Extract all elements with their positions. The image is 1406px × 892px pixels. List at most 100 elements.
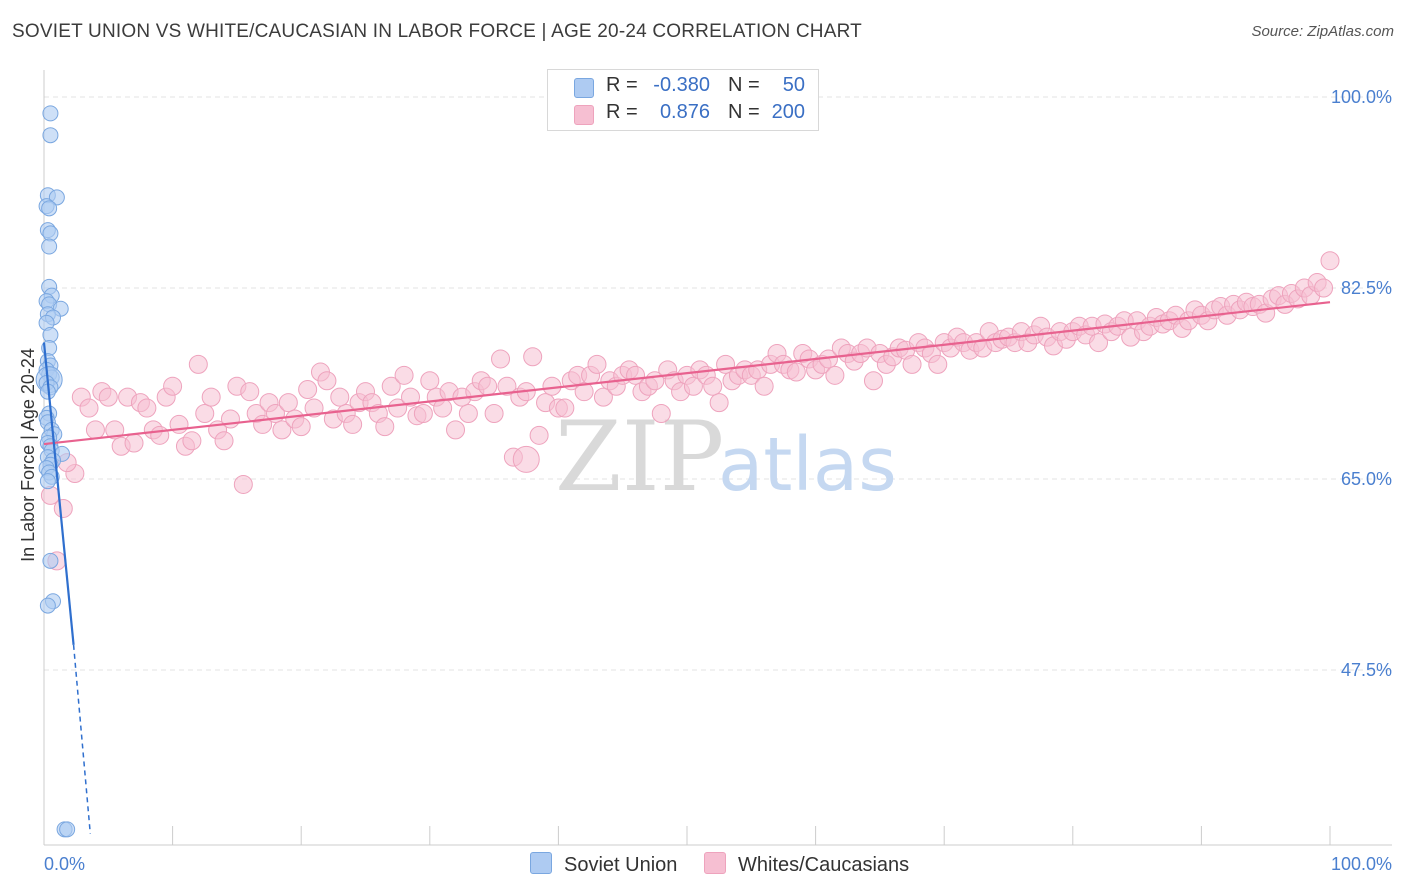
whites-point: [98, 387, 118, 407]
whites-point: [863, 371, 883, 391]
soviet-point: [42, 127, 59, 144]
watermark-zip: ZIP: [555, 401, 724, 513]
whites-point: [240, 382, 260, 402]
whites-point: [53, 498, 73, 518]
whites-point: [195, 404, 215, 424]
whites-point: [85, 420, 105, 440]
whites-point: [651, 404, 671, 424]
whites-point: [291, 417, 311, 437]
chart-title: SOVIET UNION VS WHITE/CAUCASIAN IN LABOR…: [12, 21, 862, 42]
whites-point: [330, 387, 350, 407]
whites-point: [683, 376, 703, 396]
whites-point: [420, 371, 440, 391]
legend-row-white: R = 0.876 N = 200: [548, 101, 818, 127]
whites-point: [317, 371, 337, 391]
bottom-legend-soviet: Soviet Union: [530, 852, 677, 877]
y-tick-label: 82.5%: [1341, 278, 1392, 298]
y-tick-label: 100.0%: [1331, 87, 1392, 107]
legend-n-value: 200: [771, 101, 805, 123]
x-tick-label: 100.0%: [1331, 854, 1392, 874]
whites-point: [137, 398, 157, 418]
y-axis-label: In Labor Force | Age 20-24: [18, 348, 38, 562]
whites-point: [79, 398, 99, 418]
legend-row-soviet: R = -0.380 N = 50: [548, 74, 818, 100]
whites-point: [188, 354, 208, 374]
tick-labels: 47.5% 65.0% 82.5% 100.0% 0.0% 100.0%: [44, 87, 1392, 874]
whites-point: [484, 404, 504, 424]
soviet-point: [42, 552, 59, 569]
legend-swatch-white: [574, 105, 594, 125]
whites-point: [458, 404, 478, 424]
x-tick-label: 0.0%: [44, 854, 85, 874]
whites-point: [529, 425, 549, 445]
source-label: Source: ZipAtlas.com: [1251, 23, 1394, 40]
bottom-legend-label-soviet: Soviet Union: [564, 854, 678, 876]
soviet-point: [48, 189, 65, 206]
watermark-atlas: atlas: [718, 422, 897, 508]
soviet-point: [42, 105, 59, 122]
whites-point: [233, 474, 253, 494]
whites-point: [150, 425, 170, 445]
whites-point: [1314, 278, 1334, 298]
whites-trend-line: [43, 301, 1331, 446]
bottom-legend-label-white: Whites/Caucasians: [738, 854, 910, 876]
legend-r-label: R =: [606, 74, 638, 96]
whites-point: [786, 362, 806, 382]
whites-point: [105, 420, 125, 440]
whites-point: [413, 404, 433, 424]
whites-point: [272, 420, 292, 440]
soviet-point: [39, 597, 56, 614]
trend-lines: [42, 301, 1331, 834]
whites-point: [304, 398, 324, 418]
whites-point: [703, 376, 723, 396]
whites-point: [401, 387, 421, 407]
soviet-point: [59, 821, 76, 838]
whites-point: [902, 354, 922, 374]
bottom-legend-swatch-white: [704, 852, 726, 874]
whites-point: [825, 365, 845, 385]
soviet-point: [41, 200, 58, 217]
whites-point: [497, 376, 517, 396]
whites-point: [574, 382, 594, 402]
legend-r-value: -0.380: [653, 74, 710, 96]
legend-n-label: N =: [728, 74, 760, 96]
legend: R = -0.380 N = 50 R = 0.876 N = 200: [547, 69, 819, 131]
whites-point: [201, 387, 221, 407]
whites-point: [375, 417, 395, 437]
whites-point: [381, 376, 401, 396]
whites-point: [593, 387, 613, 407]
whites-point: [1320, 251, 1340, 271]
whites-point: [278, 393, 298, 413]
whites-point: [1089, 333, 1109, 353]
soviet-point: [41, 238, 58, 255]
whites-point: [587, 354, 607, 374]
whites-point: [754, 376, 774, 396]
y-tick-label: 65.0%: [1341, 469, 1392, 489]
y-tick-label: 47.5%: [1341, 660, 1392, 680]
legend-r-value: 0.876: [659, 101, 710, 123]
whites-point: [491, 349, 511, 369]
whites-point: [343, 414, 363, 434]
legend-r-label: R =: [606, 101, 638, 123]
whites-point: [928, 354, 948, 374]
bottom-legend-swatch-soviet: [530, 852, 552, 874]
legend-n-value: 50: [782, 74, 805, 96]
soviet-point: [39, 473, 56, 490]
soviet-trend-line: [42, 342, 75, 646]
whites-point: [555, 398, 575, 418]
bottom-legend-white: Whites/Caucasians: [704, 852, 909, 877]
whites-point: [163, 376, 183, 396]
whites-point: [523, 347, 543, 367]
whites-point: [394, 365, 414, 385]
watermark: ZIP atlas: [555, 401, 897, 513]
whites-point: [214, 431, 234, 451]
whites-point: [298, 380, 318, 400]
whites-point: [709, 393, 729, 413]
whites-point: [512, 445, 540, 473]
whites-point: [124, 433, 144, 453]
whites-point: [478, 376, 498, 396]
whites-point: [182, 431, 202, 451]
whites-point: [446, 420, 466, 440]
legend-swatch-soviet: [574, 78, 594, 98]
